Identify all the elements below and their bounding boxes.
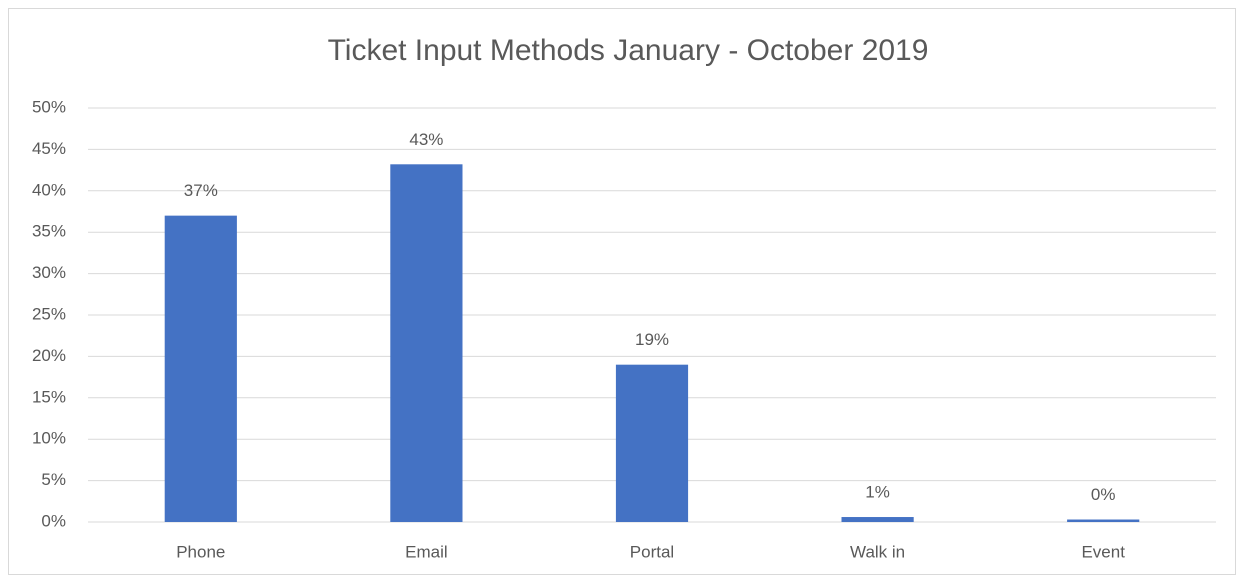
chart-title: Ticket Input Methods January - October 2… [328, 34, 929, 67]
bar [1067, 519, 1140, 522]
y-tick-label: 15% [32, 387, 66, 406]
y-tick-label: 30% [32, 263, 66, 282]
data-label: 19% [635, 330, 669, 349]
x-tick-label: Email [405, 542, 448, 561]
bar [390, 164, 463, 522]
data-label: 43% [409, 130, 443, 149]
y-tick-label: 25% [32, 304, 66, 323]
x-tick-label: Phone [176, 542, 225, 561]
x-tick-label: Event [1081, 542, 1125, 561]
data-label: 1% [865, 483, 890, 502]
data-label: 0% [1091, 485, 1116, 504]
y-tick-label: 5% [41, 470, 66, 489]
y-tick-label: 35% [32, 222, 66, 241]
data-label: 37% [184, 181, 218, 200]
y-tick-label: 10% [32, 429, 66, 448]
x-tick-label: Walk in [850, 542, 905, 561]
y-tick-label: 50% [32, 97, 66, 116]
bar [841, 517, 914, 522]
bar [615, 364, 689, 522]
y-tick-label: 0% [41, 511, 66, 530]
bar [164, 215, 237, 522]
y-tick-label: 40% [32, 180, 66, 199]
y-tick-label: 20% [32, 346, 66, 365]
x-tick-label: Portal [630, 542, 674, 561]
y-tick-label: 45% [32, 139, 66, 158]
